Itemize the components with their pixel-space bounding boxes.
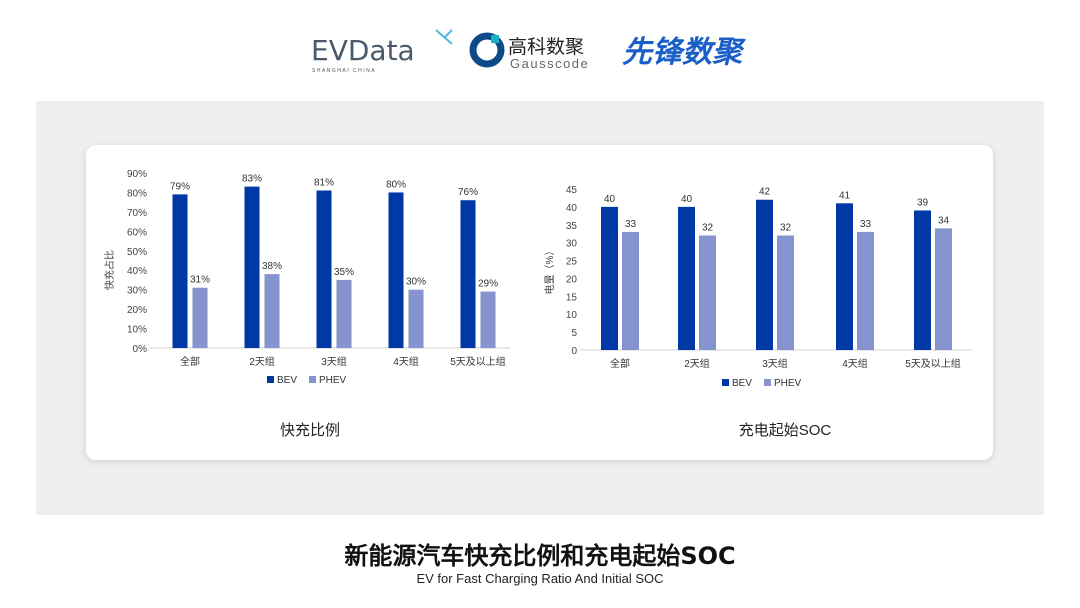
legend-label: BEV: [277, 375, 297, 386]
y-tick-label: 45: [566, 185, 578, 196]
x-tick-label: 3天组: [762, 357, 788, 370]
data-label: 32: [780, 223, 792, 234]
data-label: 29%: [478, 279, 498, 290]
y-tick-label: 5: [571, 328, 577, 339]
data-label: 31%: [190, 275, 210, 286]
svg-text:SHANGHAI CHINA: SHANGHAI CHINA: [312, 68, 376, 74]
bar-phev: [857, 231, 874, 350]
x-tick-label: 2天组: [684, 357, 710, 370]
y-tick-label: 25: [566, 257, 578, 268]
svg-text:EVData: EVData: [311, 34, 415, 67]
y-tick-label: 10: [566, 310, 578, 321]
y-tick-label: 20%: [127, 305, 147, 316]
bar-bev: [836, 203, 853, 350]
data-label: 80%: [386, 179, 406, 190]
bar-phev: [699, 235, 716, 350]
y-tick-label: 70%: [127, 208, 147, 219]
legend-swatch-bev: [722, 379, 729, 386]
data-label: 83%: [242, 174, 262, 185]
page-subtitle: EV for Fast Charging Ratio And Initial S…: [416, 571, 664, 586]
x-tick-label: 2天组: [249, 355, 275, 368]
data-label: 38%: [262, 261, 282, 272]
bar-phev: [192, 287, 208, 348]
y-tick-label: 0: [571, 346, 577, 357]
y-tick-label: 90%: [127, 169, 147, 180]
legend-label: PHEV: [774, 378, 802, 389]
bar-phev: [480, 291, 496, 348]
x-tick-label: 4天组: [842, 357, 868, 370]
y-tick-label: 30: [566, 239, 578, 250]
bar-bev: [172, 194, 188, 348]
page-title: 新能源汽车快充比例和充电起始SOC: [344, 542, 736, 570]
svg-text:高科数聚: 高科数聚: [508, 36, 584, 58]
y-tick-label: 20: [566, 274, 578, 285]
bar-bev: [316, 190, 332, 348]
bar-bev: [678, 206, 695, 350]
bar-phev: [336, 279, 352, 348]
x-tick-label: 4天组: [393, 355, 419, 368]
bar-bev: [388, 192, 404, 348]
logos: EVData SHANGHAI CHINA 高科数聚 Gausscode 先锋数…: [311, 29, 746, 74]
bar-phev: [935, 228, 952, 350]
y-tick-label: 15: [566, 292, 578, 303]
data-label: 40: [604, 194, 616, 205]
y-tick-label: 40: [566, 203, 578, 214]
legend-swatch-bev: [267, 376, 274, 383]
data-label: 39: [917, 197, 929, 208]
bar-phev: [264, 274, 280, 348]
chart-title: 快充比例: [280, 422, 340, 439]
y-tick-label: 50%: [127, 247, 147, 258]
xianfeng-logo: 先锋数聚: [622, 35, 746, 70]
bar-bev: [914, 210, 931, 350]
y-tick-label: 80%: [127, 188, 147, 199]
svg-text:Gausscode: Gausscode: [510, 56, 589, 71]
bar-bev: [244, 186, 260, 348]
x-tick-label: 全部: [180, 355, 200, 368]
bar-bev: [601, 206, 618, 350]
y-axis-label: 快充占比: [103, 250, 116, 290]
data-label: 32: [702, 223, 714, 234]
y-axis-label: 电量（%）: [543, 246, 556, 295]
chart-title: 充电起始SOC: [739, 422, 832, 439]
y-tick-label: 60%: [127, 227, 147, 238]
x-tick-label: 全部: [610, 357, 630, 370]
bar-bev: [460, 200, 476, 348]
y-tick-label: 35: [566, 221, 578, 232]
y-tick-label: 30%: [127, 286, 147, 297]
bar-bev: [756, 199, 773, 350]
data-label: 76%: [458, 187, 478, 198]
evdata-logo: EVData SHANGHAI CHINA: [311, 29, 453, 74]
data-label: 41: [839, 190, 851, 201]
bar-phev: [622, 231, 639, 350]
data-label: 33: [625, 219, 637, 230]
data-label: 42: [759, 187, 771, 198]
legend-swatch-phev: [309, 376, 316, 383]
legend-swatch-phev: [764, 379, 771, 386]
y-tick-label: 40%: [127, 266, 147, 277]
gausscode-logo: 高科数聚 Gausscode: [469, 32, 589, 71]
data-label: 81%: [314, 178, 334, 189]
legend-label: BEV: [732, 378, 752, 389]
bar-phev: [408, 289, 424, 348]
data-label: 40: [681, 194, 693, 205]
x-tick-label: 5天及以上组: [450, 355, 506, 368]
y-tick-label: 10%: [127, 325, 147, 336]
y-tick-label: 0%: [133, 344, 148, 355]
data-label: 33: [860, 219, 872, 230]
data-label: 35%: [334, 267, 354, 278]
data-label: 34: [938, 215, 950, 226]
x-tick-label: 3天组: [321, 355, 347, 368]
data-label: 30%: [406, 277, 426, 288]
data-label: 79%: [170, 181, 190, 192]
legend-label: PHEV: [319, 375, 347, 386]
bar-phev: [777, 235, 794, 350]
x-tick-label: 5天及以上组: [905, 357, 961, 370]
